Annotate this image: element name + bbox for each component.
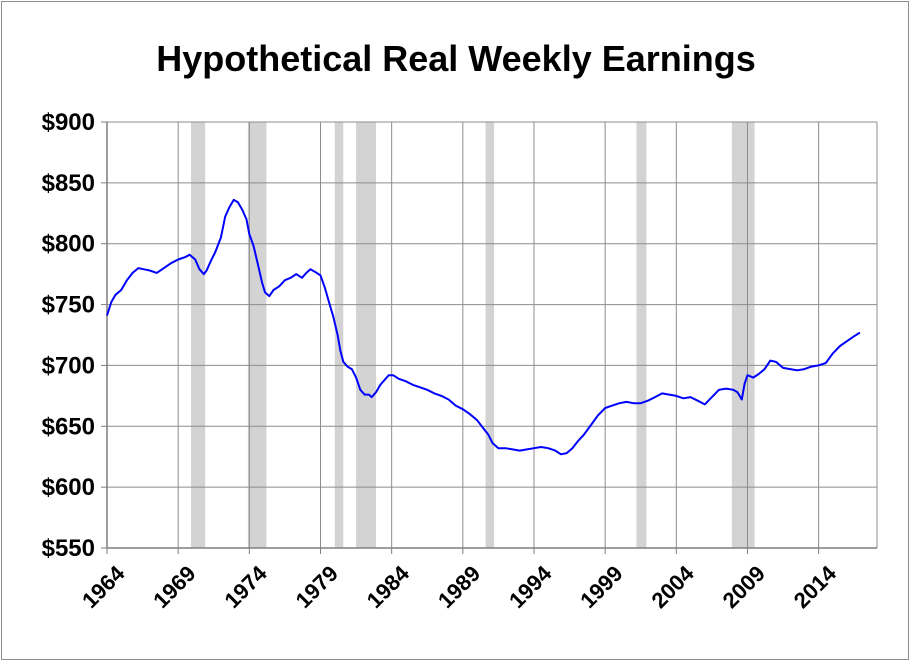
recession-band [356, 122, 377, 548]
y-tick-label: $550 [42, 535, 95, 562]
chart-title: Hypothetical Real Weekly Earnings [156, 38, 756, 79]
x-tick-label: 1979 [291, 561, 343, 613]
recession-band [247, 122, 267, 548]
y-tick-label: $750 [42, 292, 95, 319]
tick-labels: $550 $600 $650 $700 $750 $800 $850 $900 1964 1969… [42, 109, 842, 613]
axes [101, 121, 877, 554]
x-tick-label: 2014 [789, 560, 842, 613]
recession-band [334, 122, 344, 548]
recession-bands [190, 122, 755, 548]
x-tick-label: 1964 [77, 560, 130, 613]
x-tick-label: 1974 [219, 560, 272, 613]
y-tick-label: $600 [42, 474, 95, 501]
x-tick-label: 2004 [646, 560, 699, 613]
recession-band [731, 122, 755, 548]
y-tick-label: $900 [42, 109, 95, 136]
recession-band [636, 122, 647, 548]
recession-band [190, 122, 206, 548]
gridlines [106, 121, 878, 549]
series-layer [106, 198, 861, 456]
x-tick-label: 1984 [362, 560, 415, 613]
y-tick-label: $700 [42, 352, 95, 379]
x-tick-label: 1999 [575, 561, 627, 613]
y-tick-label: $650 [42, 413, 95, 440]
recession-band [485, 122, 495, 548]
y-tick-label: $850 [42, 170, 95, 197]
x-tick-label: 1994 [504, 560, 557, 613]
earnings-line [106, 198, 861, 456]
x-tick-label: 1989 [433, 561, 485, 613]
y-tick-label: $800 [42, 231, 95, 258]
x-tick-label: 1969 [148, 561, 200, 613]
x-tick-label: 2009 [718, 561, 770, 613]
